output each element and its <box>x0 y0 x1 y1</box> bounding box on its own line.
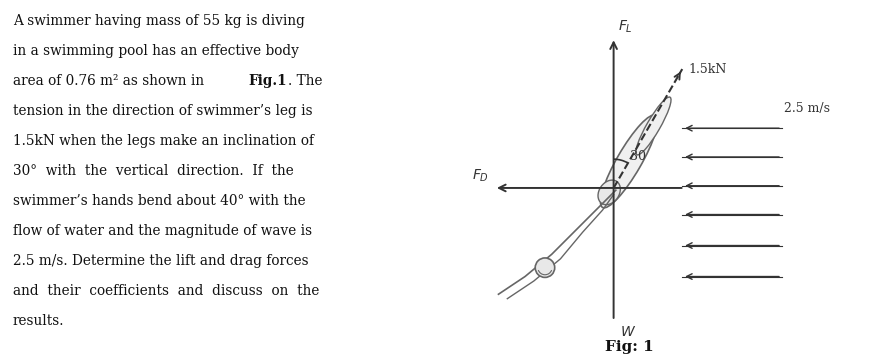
Text: $F_L$: $F_L$ <box>618 19 633 35</box>
Circle shape <box>535 258 555 277</box>
Text: in a swimming pool has an effective body: in a swimming pool has an effective body <box>13 44 299 58</box>
Text: A swimmer having mass of 55 kg is diving: A swimmer having mass of 55 kg is diving <box>13 14 305 29</box>
Ellipse shape <box>598 180 621 205</box>
Text: swimmer’s hands bend about 40° with the: swimmer’s hands bend about 40° with the <box>13 194 305 208</box>
Ellipse shape <box>636 97 671 155</box>
Text: $F_D$: $F_D$ <box>472 168 489 184</box>
Text: 30°  with  the  vertical  direction.  If  the: 30° with the vertical direction. If the <box>13 164 294 178</box>
Text: 30: 30 <box>630 149 647 162</box>
Text: Fig: 1: Fig: 1 <box>605 340 654 354</box>
Text: 2.5 m/s: 2.5 m/s <box>784 102 830 115</box>
Text: flow of water and the magnitude of wave is: flow of water and the magnitude of wave … <box>13 224 312 238</box>
Text: area of 0.76 m² as shown in: area of 0.76 m² as shown in <box>13 74 208 88</box>
Text: . The: . The <box>288 74 323 88</box>
Text: tension in the direction of swimmer’s leg is: tension in the direction of swimmer’s le… <box>13 104 312 118</box>
Text: and  their  coefficients  and  discuss  on  the: and their coefficients and discuss on th… <box>13 284 319 298</box>
Text: 1.5kN when the legs make an inclination of: 1.5kN when the legs make an inclination … <box>13 134 314 148</box>
Text: 2.5 m/s. Determine the lift and drag forces: 2.5 m/s. Determine the lift and drag for… <box>13 254 309 268</box>
Text: Fig.1: Fig.1 <box>248 74 287 88</box>
Text: results.: results. <box>13 314 65 328</box>
Text: $W$: $W$ <box>621 325 636 339</box>
Ellipse shape <box>600 115 658 208</box>
Text: 1.5kN: 1.5kN <box>689 62 727 75</box>
